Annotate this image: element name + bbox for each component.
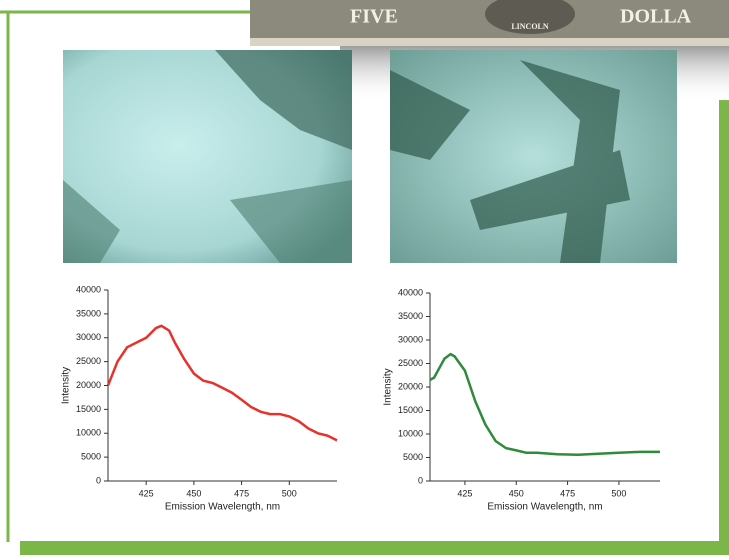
banknote-text: FIVE (350, 6, 398, 28)
dark-region (63, 180, 352, 263)
y-tick-label: 30000 (76, 332, 101, 342)
y-tick-label: 5000 (81, 452, 101, 462)
y-tick-label: 25000 (76, 356, 101, 366)
y-tick-label: 35000 (76, 308, 101, 318)
x-tick-label: 425 (139, 488, 154, 498)
x-tick-label: 475 (234, 488, 249, 498)
data-line (429, 352, 660, 456)
y-tick-label: 10000 (398, 428, 423, 438)
y-tick-label: 35000 (398, 311, 423, 321)
y-tick-label: 0 (418, 475, 423, 485)
x-axis-label: Emission Wavelength, nm (165, 502, 280, 513)
dark-region (215, 50, 352, 150)
x-tick-label: 500 (611, 488, 626, 498)
x-tick-label: 425 (457, 488, 472, 498)
y-tick-label: 25000 (398, 358, 423, 368)
data-line (106, 324, 338, 442)
micrograph-left (63, 50, 352, 263)
y-tick-label: 20000 (76, 380, 101, 390)
x-tick-label: 500 (282, 488, 297, 498)
y-tick-label: 20000 (398, 381, 423, 391)
y-tick-label: 15000 (398, 405, 423, 415)
x-tick-label: 475 (560, 488, 575, 498)
banknote-text: LINCOLN (511, 22, 549, 31)
banknote-seal (485, 0, 575, 34)
y-tick-label: 40000 (76, 284, 101, 294)
x-axis-label: Emission Wavelength, nm (487, 502, 602, 513)
frame-right (719, 100, 729, 555)
y-tick-label: 0 (96, 475, 101, 485)
y-tick-label: 30000 (398, 334, 423, 344)
banknote: FIVE LINCOLN DOLLA (250, 0, 729, 46)
y-tick-label: 15000 (76, 404, 101, 414)
x-tick-label: 450 (186, 488, 201, 498)
micrograph-right (390, 50, 677, 263)
y-tick-label: 10000 (76, 428, 101, 438)
y-axis-label: Intensity (383, 368, 394, 405)
y-tick-label: 40000 (398, 287, 423, 297)
dark-region (390, 60, 630, 263)
y-axis-label: Intensity (61, 367, 72, 404)
x-tick-label: 450 (509, 488, 524, 498)
frame-bottom (20, 541, 729, 555)
banknote-edge (250, 38, 729, 46)
y-tick-label: 5000 (403, 452, 423, 462)
micrograph (390, 50, 677, 263)
banknote-text: DOLLA (620, 6, 692, 28)
